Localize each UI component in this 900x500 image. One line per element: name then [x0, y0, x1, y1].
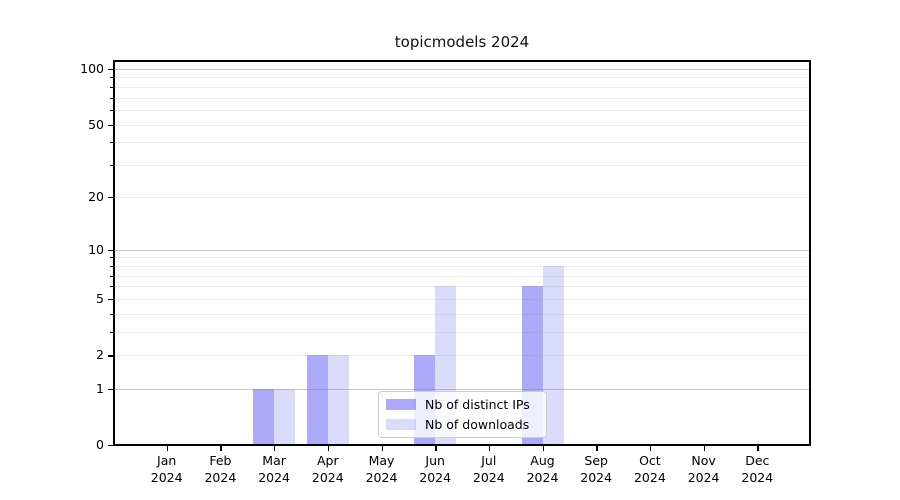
y-axis-label: 10: [88, 241, 104, 257]
x-axis-tick: [220, 446, 222, 451]
y-axis-label: 0: [96, 437, 104, 452]
chart-title: topicmodels 2024: [394, 33, 530, 51]
grid-line-minor: [115, 355, 809, 357]
x-axis-label-may: May 2024: [365, 453, 398, 485]
x-axis-tick: [488, 446, 491, 451]
y-axis-tick: [108, 196, 113, 199]
y-axis-minor-tick: [110, 86, 113, 88]
grid-line-major: [115, 388, 809, 390]
y-axis-tick: [108, 68, 113, 71]
y-axis-label: 100: [80, 60, 104, 76]
legend-label: Nb of downloads: [425, 417, 530, 432]
x-axis-label-nov: Nov 2024: [687, 453, 720, 485]
y-axis-minor-tick: [110, 142, 113, 144]
y-axis-tick: [108, 124, 113, 126]
bar-distinct-ips-apr: [306, 355, 328, 444]
bar-distinct-ips-mar: [253, 388, 275, 444]
plot-area: [113, 60, 811, 446]
grid-line-minor: [115, 298, 809, 300]
y-axis-minor-tick: [110, 109, 113, 111]
bar-downloads-apr: [327, 355, 349, 444]
legend: Nb of distinct IPs Nb of downloads: [378, 391, 547, 438]
x-axis-label-dec: Dec 2024: [741, 453, 774, 485]
x-axis-label-jun: Jun 2024: [419, 453, 452, 485]
legend-row-downloads: Nb of downloads: [379, 416, 546, 433]
grid-line-minor: [115, 124, 809, 126]
grid-line-minor: [115, 109, 809, 111]
grid-line-minor: [115, 275, 809, 277]
x-axis-label-oct: Oct 2024: [633, 453, 666, 485]
x-axis-label-aug: Aug 2024: [526, 453, 559, 485]
x-axis-tick: [542, 446, 544, 451]
y-axis-minor-tick: [110, 332, 113, 333]
grid-line-minor: [115, 196, 809, 198]
y-axis-tick: [108, 298, 113, 301]
x-axis-label-jul: Jul 2024: [472, 453, 505, 485]
x-axis-label-mar: Mar 2024: [258, 453, 290, 485]
grid-line-minor: [115, 257, 809, 259]
y-axis-minor-tick: [110, 165, 113, 167]
y-axis-minor-tick: [110, 286, 113, 288]
grid-line-minor: [115, 77, 809, 79]
legend-row-distinct-ips: Nb of distinct IPs: [379, 396, 546, 413]
x-axis-tick: [435, 446, 437, 451]
y-axis-label: 2: [96, 347, 104, 363]
grid-line-minor: [115, 286, 809, 288]
y-axis-label: 20: [88, 188, 104, 204]
grid-line-minor: [115, 86, 809, 88]
grid-line-minor: [115, 142, 809, 144]
y-axis-label: 1: [96, 380, 104, 396]
legend-swatch-icon: [386, 399, 416, 410]
x-axis-label-apr: Apr 2024: [311, 453, 344, 485]
grid-line-major: [115, 68, 809, 70]
x-axis-label-jan: Jan 2024: [150, 453, 183, 485]
x-axis-tick: [757, 446, 759, 451]
y-axis-tick: [108, 388, 113, 390]
x-axis-label-sep: Sep 2024: [580, 453, 613, 485]
grid-line-major: [115, 249, 809, 251]
grid-line-minor: [115, 265, 809, 267]
y-axis-tick: [108, 355, 113, 357]
grid-line-minor: [115, 332, 809, 333]
x-axis-tick: [274, 446, 276, 451]
y-axis-minor-tick: [110, 313, 113, 315]
x-axis-tick: [327, 446, 330, 451]
grid-line-minor: [115, 165, 809, 167]
x-axis-tick: [596, 446, 598, 451]
y-axis-tick: [108, 249, 113, 251]
x-axis-tick: [649, 446, 652, 451]
legend-label: Nb of distinct IPs: [425, 397, 530, 412]
x-axis-tick: [166, 446, 169, 451]
legend-swatch-icon: [386, 419, 416, 430]
y-axis-tick: [108, 445, 113, 447]
y-axis-minor-tick: [110, 97, 113, 99]
bar-downloads-mar: [274, 388, 296, 444]
y-axis-label: 5: [96, 290, 104, 306]
bar-downloads-aug: [542, 265, 564, 444]
x-axis-tick: [381, 446, 383, 451]
y-axis-minor-tick: [110, 275, 113, 277]
y-axis-minor-tick: [110, 265, 113, 267]
grid-line-minor: [115, 97, 809, 99]
x-axis-label-feb: Feb 2024: [204, 453, 237, 485]
x-axis-tick: [703, 446, 705, 451]
y-axis-label: 50: [88, 116, 104, 132]
y-axis-minor-tick: [110, 77, 113, 79]
grid-line-minor: [115, 313, 809, 315]
y-axis-minor-tick: [110, 257, 113, 259]
